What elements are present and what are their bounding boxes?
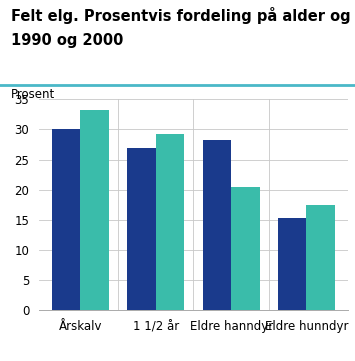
Bar (127, 148, 156, 310)
Bar (202, 140, 231, 310)
Bar (81, 109, 109, 310)
Bar (52, 129, 81, 310)
Bar (156, 134, 185, 310)
Text: Felt elg. Prosentvis fordeling på alder og kjønn.: Felt elg. Prosentvis fordeling på alder … (11, 7, 355, 24)
Text: 1990 og 2000: 1990 og 2000 (11, 33, 123, 48)
Bar (231, 187, 260, 310)
Bar (278, 218, 306, 310)
Bar (306, 205, 335, 310)
Text: Prosent: Prosent (11, 88, 55, 101)
